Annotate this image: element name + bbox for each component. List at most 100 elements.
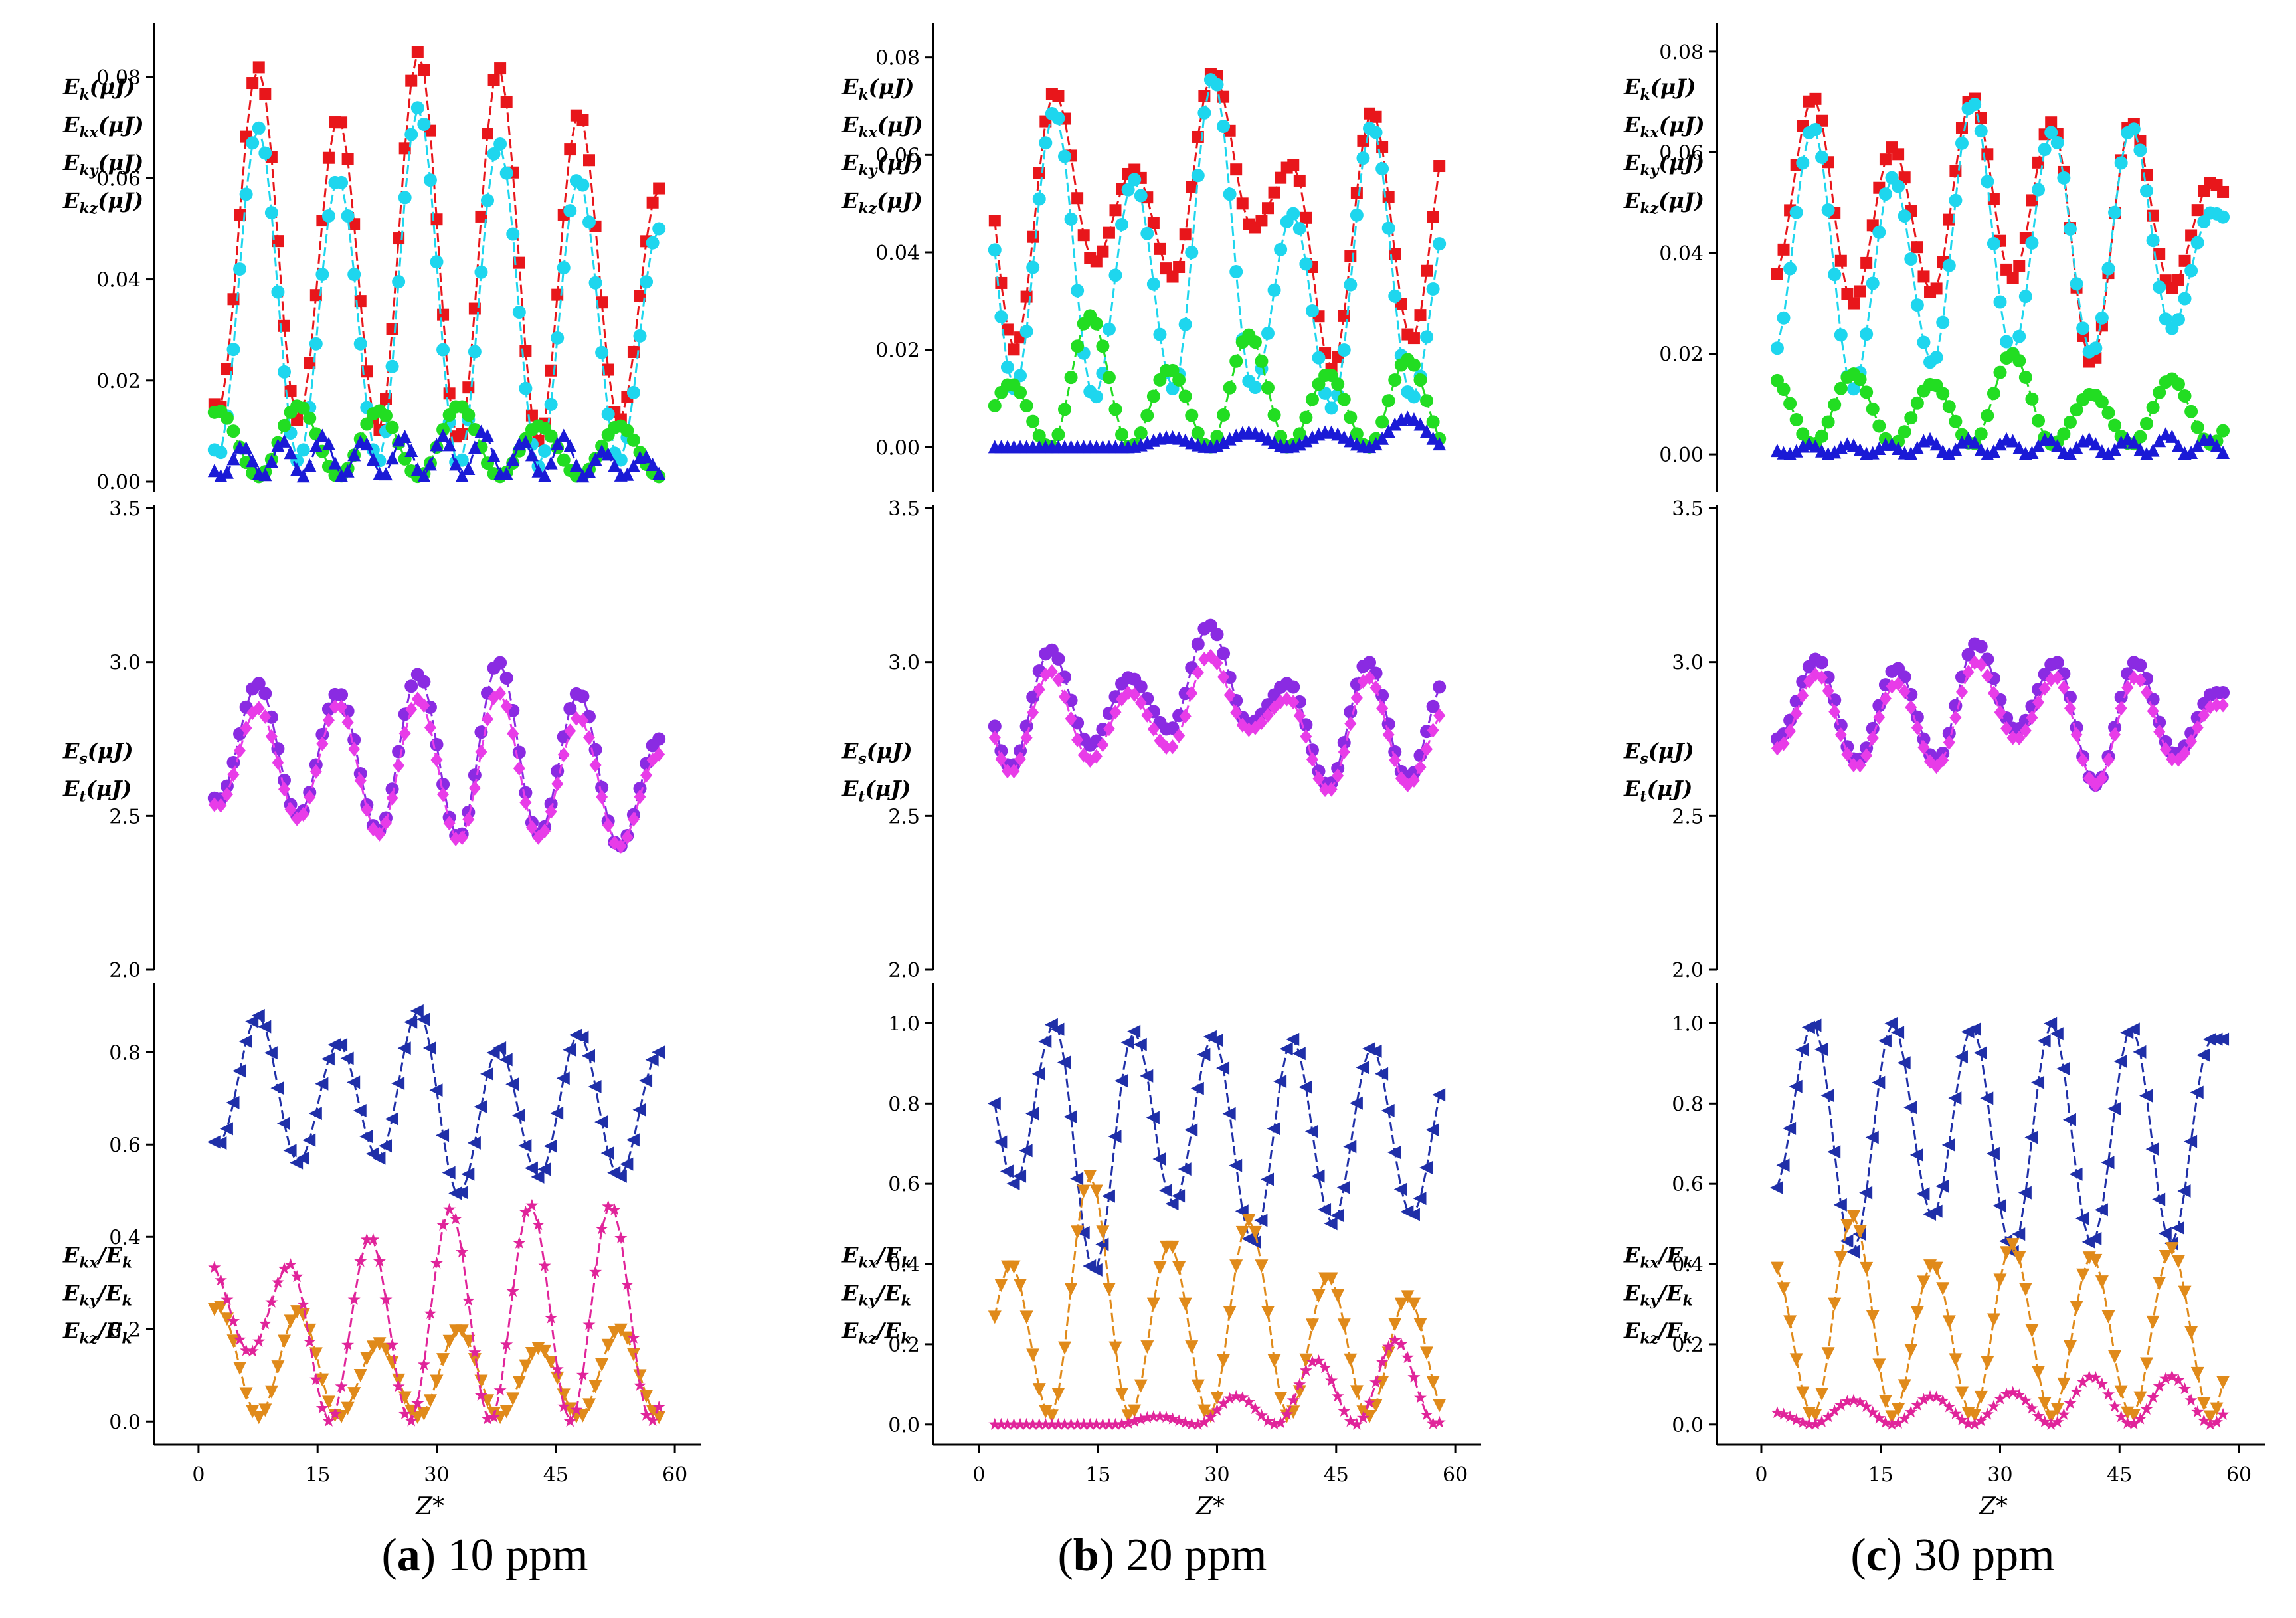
data-point <box>481 1412 494 1425</box>
y-label-part: E <box>841 1318 859 1344</box>
data-point <box>2178 292 2192 306</box>
data-point <box>2108 205 2122 219</box>
data-point <box>449 1212 462 1225</box>
data-point <box>1427 211 1439 223</box>
data-point <box>1350 1385 1364 1399</box>
data-point <box>443 387 456 400</box>
data-point <box>462 408 476 422</box>
data-point <box>309 337 323 351</box>
data-point <box>468 780 481 796</box>
x-tick-label: 15 <box>305 1463 330 1486</box>
data-point <box>1026 414 1040 428</box>
y-label-part: ky <box>858 1293 878 1310</box>
data-point <box>582 464 596 478</box>
data-point <box>1796 1415 1809 1429</box>
data-point <box>1122 1416 1135 1429</box>
data-point <box>1949 710 1962 725</box>
y-series-label: Ekx/Ek <box>62 1243 132 1272</box>
data-point <box>1859 1186 1873 1200</box>
data-point <box>1789 1079 1803 1093</box>
data-point <box>2025 1324 2039 1338</box>
data-point <box>1324 1272 1338 1286</box>
caption-text: ) 10 ppm <box>420 1530 588 1581</box>
data-point <box>226 452 240 466</box>
data-point <box>602 818 614 833</box>
data-point <box>1299 257 1313 271</box>
y-label-part: (μJ) <box>867 739 913 764</box>
data-point <box>588 1080 602 1094</box>
data-point <box>259 88 272 100</box>
y-series-label: Et(μJ) <box>62 776 132 806</box>
data-point <box>2126 1022 2140 1036</box>
data-point <box>1381 221 1395 235</box>
data-point <box>1407 358 1421 372</box>
series-Et <box>988 648 1446 798</box>
x-tick-label: 45 <box>1324 1463 1349 1486</box>
data-point <box>595 780 609 794</box>
data-point <box>2013 260 2026 272</box>
data-point <box>1179 709 1192 724</box>
data-point <box>2018 1186 2032 1200</box>
data-point <box>380 815 392 830</box>
data-point <box>1223 1306 1237 1320</box>
data-point <box>576 1368 589 1381</box>
data-point <box>1102 371 1116 385</box>
data-point <box>416 1012 430 1026</box>
data-point <box>1108 1417 1122 1430</box>
data-point <box>2114 1385 2128 1399</box>
y-label-part: k <box>122 1255 132 1272</box>
y-label-part: (μJ) <box>98 150 143 175</box>
data-point <box>1027 705 1039 720</box>
data-point <box>2159 741 2172 757</box>
data-point <box>1987 387 2000 401</box>
data-point <box>1987 193 2000 205</box>
data-point <box>1814 1042 1828 1056</box>
data-point <box>341 464 355 478</box>
data-point <box>1051 1417 1065 1430</box>
data-point <box>545 1311 558 1324</box>
data-point <box>1929 1261 1943 1275</box>
data-point <box>499 1405 513 1419</box>
data-point <box>589 1265 602 1278</box>
data-point <box>1937 753 1949 768</box>
data-point <box>1248 380 1262 394</box>
data-point <box>1828 445 1842 459</box>
data-point <box>1968 1409 1982 1423</box>
y-series-label: Ekz(μJ) <box>841 188 923 217</box>
data-point <box>429 1083 443 1097</box>
data-point <box>596 789 608 804</box>
data-point <box>2140 1357 2154 1371</box>
data-point <box>1077 1417 1091 1430</box>
data-point <box>2197 1397 2211 1411</box>
data-point <box>600 1146 614 1160</box>
x-tick-label: 30 <box>1987 1463 2012 1486</box>
data-point <box>2196 1048 2210 1062</box>
y-tick-label: 3.0 <box>109 652 141 675</box>
data-point <box>1255 354 1269 368</box>
data-point <box>1261 381 1275 395</box>
data-point <box>1275 171 1287 184</box>
data-point <box>994 1417 1008 1430</box>
data-point <box>1936 315 1950 329</box>
data-point <box>633 782 647 796</box>
data-point <box>436 1218 450 1231</box>
data-point <box>220 465 234 479</box>
data-point <box>545 804 557 819</box>
data-point <box>640 768 653 783</box>
series-Ekx <box>207 101 666 474</box>
data-point <box>1917 740 1930 755</box>
data-point <box>1949 414 1963 428</box>
data-point <box>462 1334 476 1348</box>
data-point <box>442 1334 456 1348</box>
data-point <box>410 462 424 476</box>
data-point <box>1338 1404 1351 1417</box>
data-point <box>1968 98 1982 112</box>
data-point <box>1872 1358 1886 1372</box>
data-point <box>633 1378 647 1392</box>
data-point <box>556 1071 570 1085</box>
data-point <box>2044 1410 2058 1424</box>
data-point <box>2064 1397 2077 1409</box>
data-point <box>1134 1413 1148 1425</box>
data-point <box>278 434 291 448</box>
y-series-label: Eky/Ek <box>1623 1281 1693 1310</box>
